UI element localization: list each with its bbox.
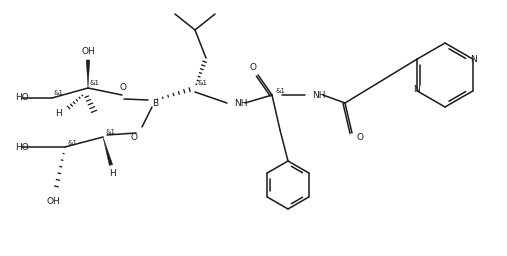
Text: H: H bbox=[110, 168, 117, 177]
Text: &1: &1 bbox=[275, 88, 285, 94]
Polygon shape bbox=[86, 60, 90, 88]
Text: N: N bbox=[470, 55, 477, 63]
Text: O: O bbox=[356, 133, 364, 143]
Text: &1: &1 bbox=[53, 90, 63, 96]
Text: HO: HO bbox=[15, 143, 29, 152]
Text: OH: OH bbox=[46, 197, 60, 207]
Text: O: O bbox=[249, 62, 257, 71]
Text: O: O bbox=[130, 133, 137, 142]
Text: &1: &1 bbox=[67, 140, 77, 146]
Text: H: H bbox=[56, 110, 62, 119]
Text: HO: HO bbox=[15, 93, 29, 102]
Text: &1: &1 bbox=[90, 80, 100, 86]
Polygon shape bbox=[103, 137, 113, 165]
Text: O: O bbox=[120, 82, 127, 91]
Text: NH: NH bbox=[234, 99, 247, 108]
Text: N: N bbox=[413, 86, 420, 94]
Text: B: B bbox=[152, 99, 158, 108]
Text: OH: OH bbox=[81, 48, 95, 57]
Text: NH: NH bbox=[312, 91, 325, 100]
Text: &1: &1 bbox=[197, 80, 207, 86]
Text: &1: &1 bbox=[106, 129, 116, 135]
